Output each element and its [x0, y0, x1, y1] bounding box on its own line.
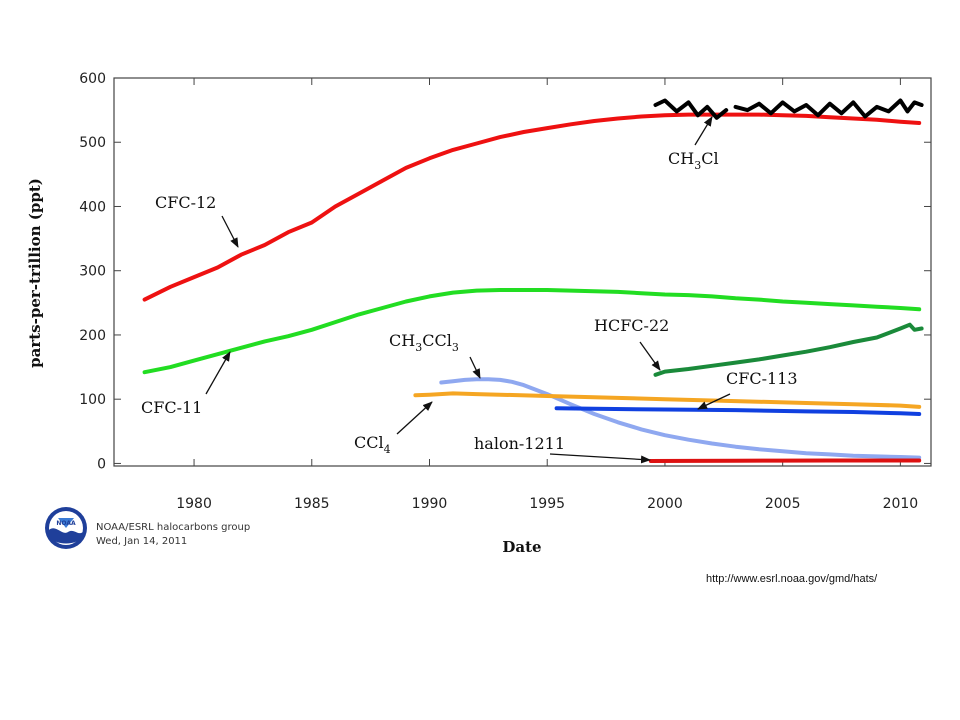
y-tick-label: 300 [79, 264, 106, 280]
annotation-arrow-ch3ccl3 [469, 356, 481, 379]
series-cfc-113-line [554, 406, 922, 416]
y-tick-label: 500 [79, 135, 106, 151]
annotation-arrow-ccl4 [396, 401, 433, 435]
series-hcfc-22-line [653, 322, 924, 377]
series-halon-1211-line [648, 458, 922, 463]
series-ccl4-line [413, 391, 922, 409]
y-axis-title: parts-per-trillion (ppt) [26, 178, 44, 368]
annotation-label-ch3cl: CH3Cl [668, 149, 719, 172]
x-tick-label: 2010 [883, 496, 919, 512]
x-axis: 1980 1985 1990 1995 2000 2005 2010 [176, 78, 918, 512]
series-ch3ccl3-line [439, 377, 922, 460]
annotation-label-cfc-113: CFC-113 [726, 369, 798, 388]
y-tick-label: 0 [97, 456, 106, 472]
y-axis: 0 100 200 300 400 500 600 [79, 71, 931, 472]
annotation-label-halon-1211: halon-1211 [474, 434, 565, 453]
y-tick-label: 600 [79, 71, 106, 87]
noaa-logo-text: NOAA [56, 520, 76, 527]
y-tick-label: 400 [79, 199, 106, 215]
x-tick-label: 1995 [529, 496, 565, 512]
annotation-arrow-cfc-12 [221, 215, 239, 248]
annotation-label-hcfc-22: HCFC-22 [594, 316, 669, 335]
annotation-arrow-cfc-113 [697, 393, 731, 410]
annotation-arrow-cfc-11 [205, 351, 231, 395]
credit-line-2: Wed, Jan 14, 2011 [96, 536, 188, 547]
annotation-arrow-ch3cl [694, 116, 713, 146]
series-layer [142, 98, 924, 463]
y-tick-label: 200 [79, 328, 106, 344]
x-tick-label: 1990 [412, 496, 448, 512]
series-ch3cl-line [733, 98, 924, 119]
series-ch3cl-line [653, 98, 729, 120]
annotation-label-ch3ccl3: CH3CCl3 [389, 331, 459, 354]
noaa-logo: NOAA [44, 506, 88, 554]
x-tick-label: 1985 [294, 496, 330, 512]
y-tick-label: 100 [79, 392, 106, 408]
credit-line-1: NOAA/ESRL halocarbons group [96, 522, 251, 533]
series-cfc-12-line [142, 112, 922, 302]
annotation-layer: CFC-12 CFC-11 CH3Cl HCFC-22 CH3CCl3 CFC-113 CC… [141, 116, 798, 464]
annotation-label-cfc-12: CFC-12 [155, 193, 216, 212]
x-axis-title: Date [502, 538, 541, 556]
series-cfc-11-line [142, 288, 922, 375]
annotation-label-ccl4: CCl4 [354, 433, 391, 456]
annotation-label-cfc-11: CFC-11 [141, 398, 202, 417]
x-tick-label: 2005 [765, 496, 801, 512]
source-url: http://www.esrl.noaa.gov/gmd/hats/ [706, 573, 878, 585]
x-tick-label: 2000 [647, 496, 683, 512]
credit-block: NOAA/ESRL halocarbons group Wed, Jan 14,… [96, 521, 250, 549]
x-tick-label: 1980 [176, 496, 212, 512]
plot-frame [113, 77, 932, 467]
annotation-arrow-halon-1211 [549, 453, 651, 464]
annotation-arrow-hcfc-22 [639, 341, 661, 371]
